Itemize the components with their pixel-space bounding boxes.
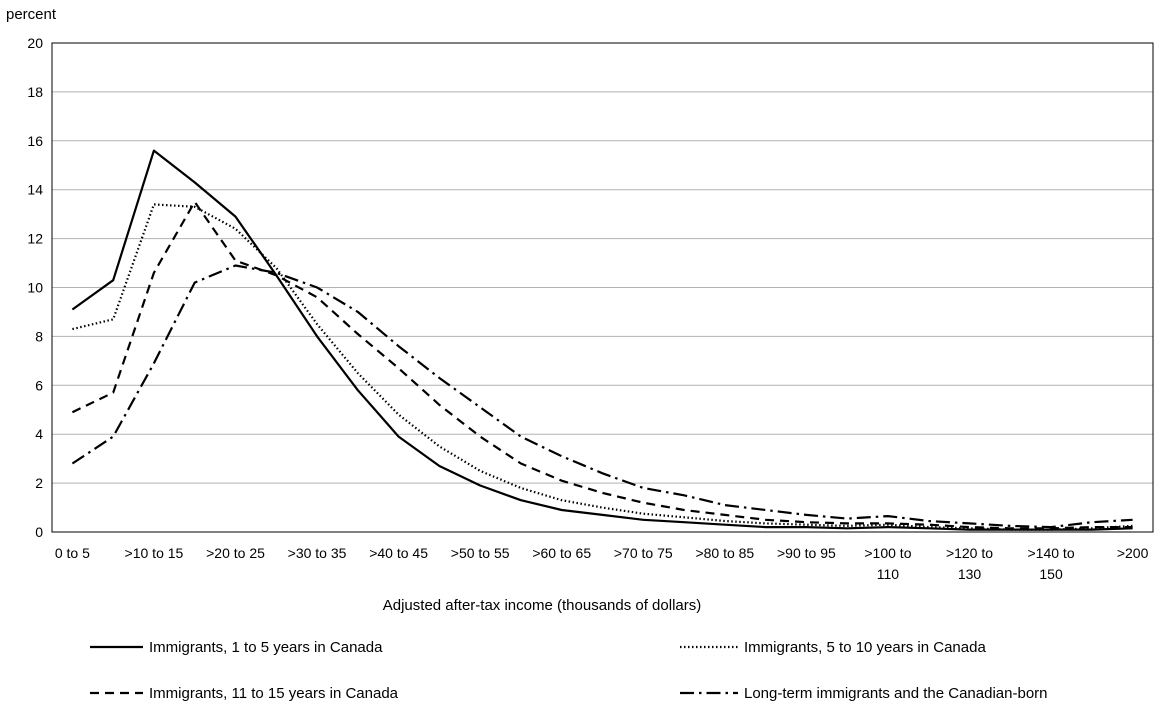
x-axis: 0 to 5 >10 to 15 >20 to 25 >30 to 35 >40 to … (55, 545, 1149, 582)
legend-item: Immigrants, 5 to 10 years in Canada (680, 639, 986, 656)
x-tick-label-line: >10 to 15 (125, 545, 184, 561)
legend-label: Immigrants, 1 to 5 years in Canada (149, 639, 383, 656)
y-tick-label: 12 (27, 231, 43, 247)
x-tick-label-line: >20 to 25 (206, 545, 265, 561)
legend-label: Immigrants, 11 to 15 years in Canada (149, 685, 399, 702)
series-line-3 (71, 200, 1133, 530)
x-tick-label-line: >100 to (864, 545, 911, 561)
x-tick-label-line: >200 (1117, 545, 1149, 561)
y-tick-label: 18 (27, 84, 43, 100)
series-line-2 (72, 203, 1133, 531)
y-tick-label: 0 (35, 524, 43, 540)
x-tick-label: >10 to 15 (125, 545, 184, 561)
y-axis-title: percent (6, 6, 57, 23)
y-tick-label: 4 (35, 426, 43, 442)
x-tick-label: 0 to 5 (55, 545, 90, 561)
legend: Immigrants, 1 to 5 years in Canada Immigr… (90, 639, 1048, 702)
x-tick-label-line: >80 to 85 (695, 545, 754, 561)
x-tick-label: >120 to 130 (946, 545, 993, 582)
x-tick-label-line: >120 to (946, 545, 993, 561)
x-tick-label-line: >30 to 35 (288, 545, 347, 561)
x-tick-label: >50 to 55 (451, 545, 510, 561)
series-line-1 (71, 149, 1133, 531)
x-tick-label-line: 150 (1039, 566, 1063, 582)
y-tick-label: 8 (35, 328, 43, 344)
legend-item: Immigrants, 11 to 15 years in Canada (90, 685, 399, 702)
x-axis-title: Adjusted after-tax income (thousands of … (383, 597, 702, 614)
x-tick-label-line: >60 to 65 (532, 545, 591, 561)
x-tick-label: >100 to 110 (864, 545, 911, 582)
grid-lines (52, 91, 1153, 484)
x-tick-label-line: >90 to 95 (777, 545, 836, 561)
plot-frame (51, 42, 1154, 533)
x-tick-label-line: >40 to 45 (369, 545, 428, 561)
legend-label: Long-term immigrants and the Canadian-bo… (744, 685, 1048, 702)
x-tick-label: >200 (1117, 545, 1149, 561)
y-tick-label: 20 (27, 35, 43, 51)
legend-item: Immigrants, 1 to 5 years in Canada (90, 639, 383, 656)
x-tick-label: >30 to 35 (288, 545, 347, 561)
x-tick-label: >80 to 85 (695, 545, 754, 561)
x-tick-label: >20 to 25 (206, 545, 265, 561)
x-tick-label: >40 to 45 (369, 545, 428, 561)
legend-label: Immigrants, 5 to 10 years in Canada (744, 639, 986, 656)
x-tick-label-line: 0 to 5 (55, 545, 90, 561)
y-tick-label: 14 (27, 182, 43, 198)
x-tick-label: >140 to 150 (1028, 545, 1075, 582)
legend-item: Long-term immigrants and the Canadian-bo… (680, 685, 1048, 702)
x-tick-label: >60 to 65 (532, 545, 591, 561)
y-tick-label: 10 (27, 280, 43, 296)
y-axis: 0 2 4 6 8 10 12 14 16 18 20 (27, 35, 43, 540)
x-tick-label: >90 to 95 (777, 545, 836, 561)
x-tick-label-line: >140 to (1028, 545, 1075, 561)
y-tick-label: 2 (35, 475, 43, 491)
series-line-4 (71, 264, 1133, 529)
y-tick-label: 6 (35, 377, 43, 393)
x-tick-label: >70 to 75 (614, 545, 673, 561)
x-tick-label-line: >50 to 55 (451, 545, 510, 561)
x-tick-label-line: 130 (958, 566, 982, 582)
x-tick-label-line: 110 (877, 566, 900, 582)
x-tick-label-line: >70 to 75 (614, 545, 673, 561)
y-tick-label: 16 (27, 133, 43, 149)
series-lines (71, 149, 1133, 531)
